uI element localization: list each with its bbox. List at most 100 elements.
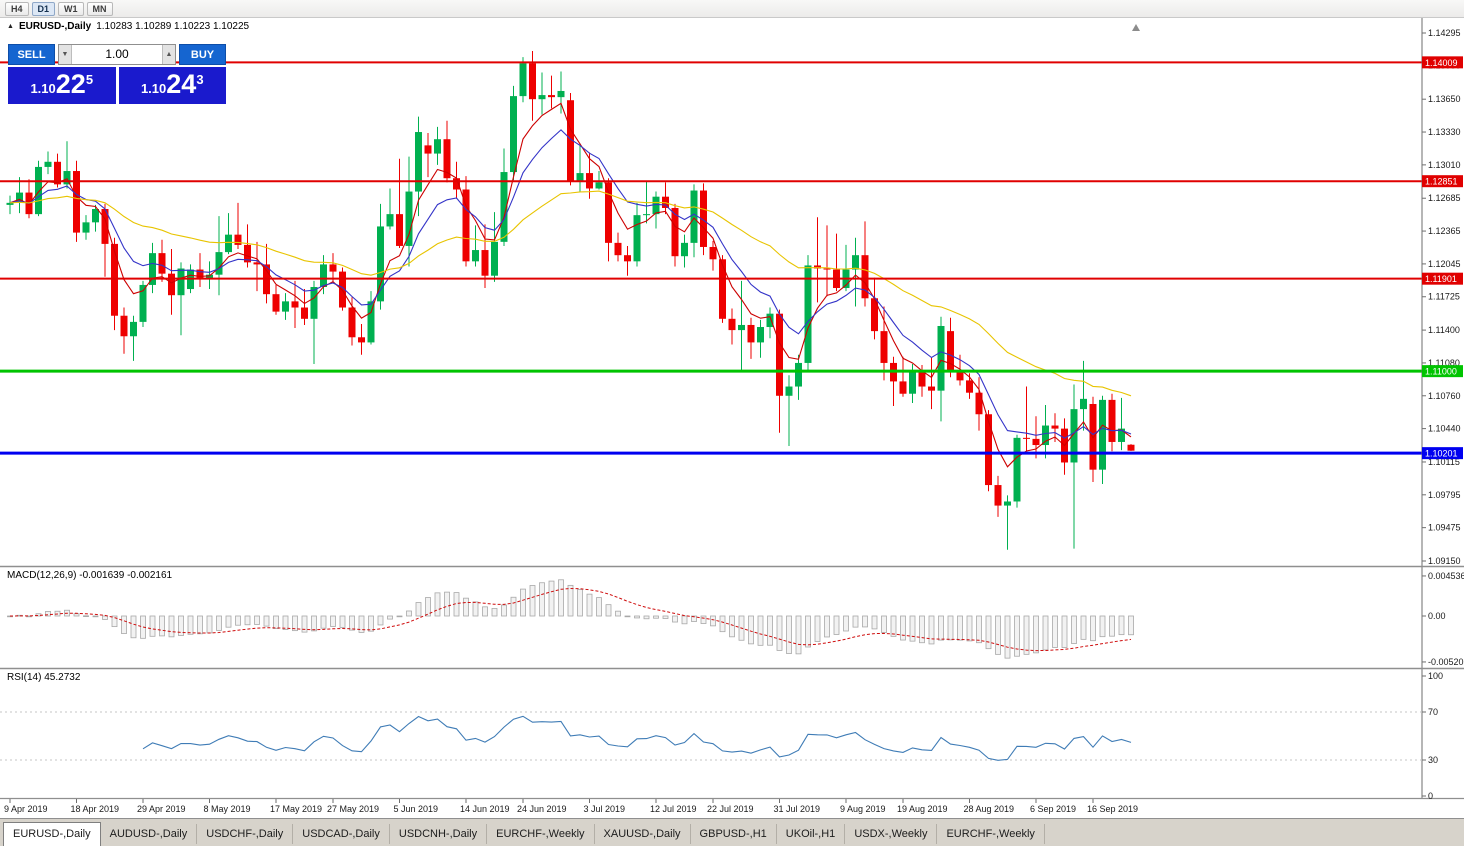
svg-text:1.09795: 1.09795 [1428,490,1461,500]
candle-41 [396,158,403,248]
candle-40 [386,188,394,230]
symbol-period-label: EURUSD-,Daily [18,21,92,32]
candle-22 [215,216,223,296]
candle-23 [225,213,232,255]
svg-text:30: 30 [1428,755,1438,765]
svg-text:1.12045: 1.12045 [1428,259,1461,269]
timeframe-button-D1[interactable]: D1 [31,1,56,16]
svg-text:1.11901: 1.11901 [1425,274,1457,284]
candle-70 [671,203,679,267]
ask-price-panel[interactable]: 1.10243 [118,67,226,104]
timeframe-button-MN[interactable]: MN [86,1,113,16]
svg-text:0: 0 [1428,791,1433,801]
svg-text:1.14009: 1.14009 [1425,58,1458,68]
macd-axis[interactable]: 0.004536 0.00 -0.005205 [1422,571,1464,667]
candle-73 [700,183,707,256]
ma-slow-line [9,190,1132,397]
candle-36 [348,297,356,346]
candle-99 [947,317,954,378]
bid-price-panel[interactable]: 1.10225 [8,67,116,104]
volume-increase-button[interactable]: ▲ [162,45,175,64]
buy-button[interactable]: BUY [179,44,226,65]
macd-pane [7,579,1134,659]
chart-tab-4[interactable]: USDCNH-,Daily [390,824,488,844]
chart-tab-6[interactable]: XAUUSD-,Daily [595,824,691,844]
price-axis[interactable]: 1.142951.139801.136501.133301.130101.126… [1421,18,1461,798]
svg-text:1.12851: 1.12851 [1425,177,1458,187]
chart-shift-marker-icon[interactable] [1132,24,1140,31]
chart-tab-9[interactable]: USDX-,Weekly [845,824,938,844]
candle-111 [1061,418,1068,475]
svg-text:9 Aug 2019: 9 Aug 2019 [840,804,886,814]
svg-text:16 Sep 2019: 16 Sep 2019 [1087,804,1138,814]
svg-text:31 Jul 2019: 31 Jul 2019 [774,804,821,814]
volume-decrease-button[interactable]: ▼ [59,45,72,64]
ask-price-pipette: 3 [196,72,204,87]
rsi-pane [0,711,1422,761]
candle-65 [624,245,631,276]
macd-signal-line [9,587,1132,652]
collapse-one-click-icon[interactable]: ▲ [7,23,14,30]
candle-89 [852,237,859,307]
svg-text:1.12365: 1.12365 [1428,226,1461,236]
candle-82 [785,375,793,447]
chart-tabbar: EURUSD-,Daily AUDUSD-,Daily USDCHF-,Daily U… [0,818,1464,846]
horizontal-lines [0,61,1422,455]
chart-tab-8[interactable]: UKOil-,H1 [777,824,846,844]
candle-71 [681,234,688,268]
svg-text:1.10760: 1.10760 [1428,391,1461,401]
candle-56 [538,72,546,115]
chart-tab-2[interactable]: USDCHF-,Daily [197,824,294,844]
date-axis[interactable]: 9 Apr 2019 18 Apr 2019 29 Apr 2019 8 May 20… [4,799,1138,814]
candle-35 [339,267,346,311]
candle-33 [320,255,327,295]
candle-58 [557,71,565,114]
chart-tab-10[interactable]: EURCHF-,Weekly [937,824,1045,844]
svg-text:5 Jun 2019: 5 Jun 2019 [394,804,439,814]
svg-text:8 May 2019: 8 May 2019 [204,804,251,814]
chart-tab-5[interactable]: EURCHF-,Weekly [487,824,595,844]
candle-114 [1089,396,1097,482]
svg-text:100: 100 [1428,671,1443,681]
candle-39 [377,203,384,310]
pane-dividers[interactable] [0,565,1464,800]
svg-text:1.13010: 1.13010 [1428,160,1461,170]
moving-averages [9,102,1132,468]
chart-tab-3[interactable]: USDCAD-,Daily [293,824,390,844]
candle-30 [291,280,299,329]
candle-103 [985,410,992,492]
sell-button[interactable]: SELL [8,44,55,65]
price-chart[interactable]: 1.142951.139801.136501.133301.130101.126… [0,18,1464,818]
candle-42 [405,156,413,267]
svg-text:1.11400: 1.11400 [1428,325,1460,335]
rsi-axis[interactable]: 100 70 30 0 [1422,671,1443,801]
bid-price-prefix: 1.10 [30,81,56,96]
candle-51 [491,212,498,282]
candle-87 [833,233,840,292]
candle-102 [975,377,983,431]
ask-price-prefix: 1.10 [140,81,167,96]
chart-tab-1[interactable]: AUDUSD-,Daily [101,824,198,844]
candle-26 [253,241,261,292]
timeframe-button-W1[interactable]: W1 [58,1,84,16]
candle-13 [130,315,137,361]
candle-90 [861,221,869,307]
candle-84 [804,255,812,371]
svg-text:1.10201: 1.10201 [1425,449,1458,459]
bid-price-big: 22 [55,69,86,99]
svg-text:1.11080: 1.11080 [1428,358,1460,368]
candle-109 [1042,405,1049,459]
candle-10 [101,203,109,277]
volume-value[interactable]: 1.00 [105,47,129,61]
candle-116 [1108,393,1116,452]
chart-tab-0[interactable]: EURUSD-,Daily [3,822,101,846]
svg-text:1.11000: 1.11000 [1425,367,1457,377]
chart-tab-7[interactable]: GBPUSD-,H1 [691,824,777,844]
candle-77 [738,280,745,371]
candle-31 [301,289,308,325]
timeframe-button-H4[interactable]: H4 [5,1,29,16]
svg-text:1.13650: 1.13650 [1428,94,1461,104]
candle-4 [44,151,52,175]
candle-117 [1118,397,1125,451]
